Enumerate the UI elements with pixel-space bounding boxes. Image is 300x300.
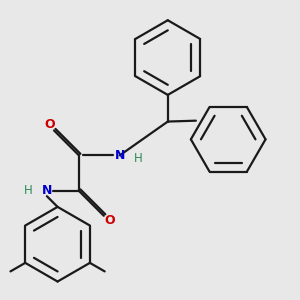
- Text: N: N: [115, 149, 125, 162]
- Text: O: O: [44, 118, 55, 130]
- Text: H: H: [134, 152, 142, 165]
- Text: H: H: [24, 184, 33, 197]
- Text: N: N: [42, 184, 52, 197]
- Text: O: O: [105, 214, 116, 226]
